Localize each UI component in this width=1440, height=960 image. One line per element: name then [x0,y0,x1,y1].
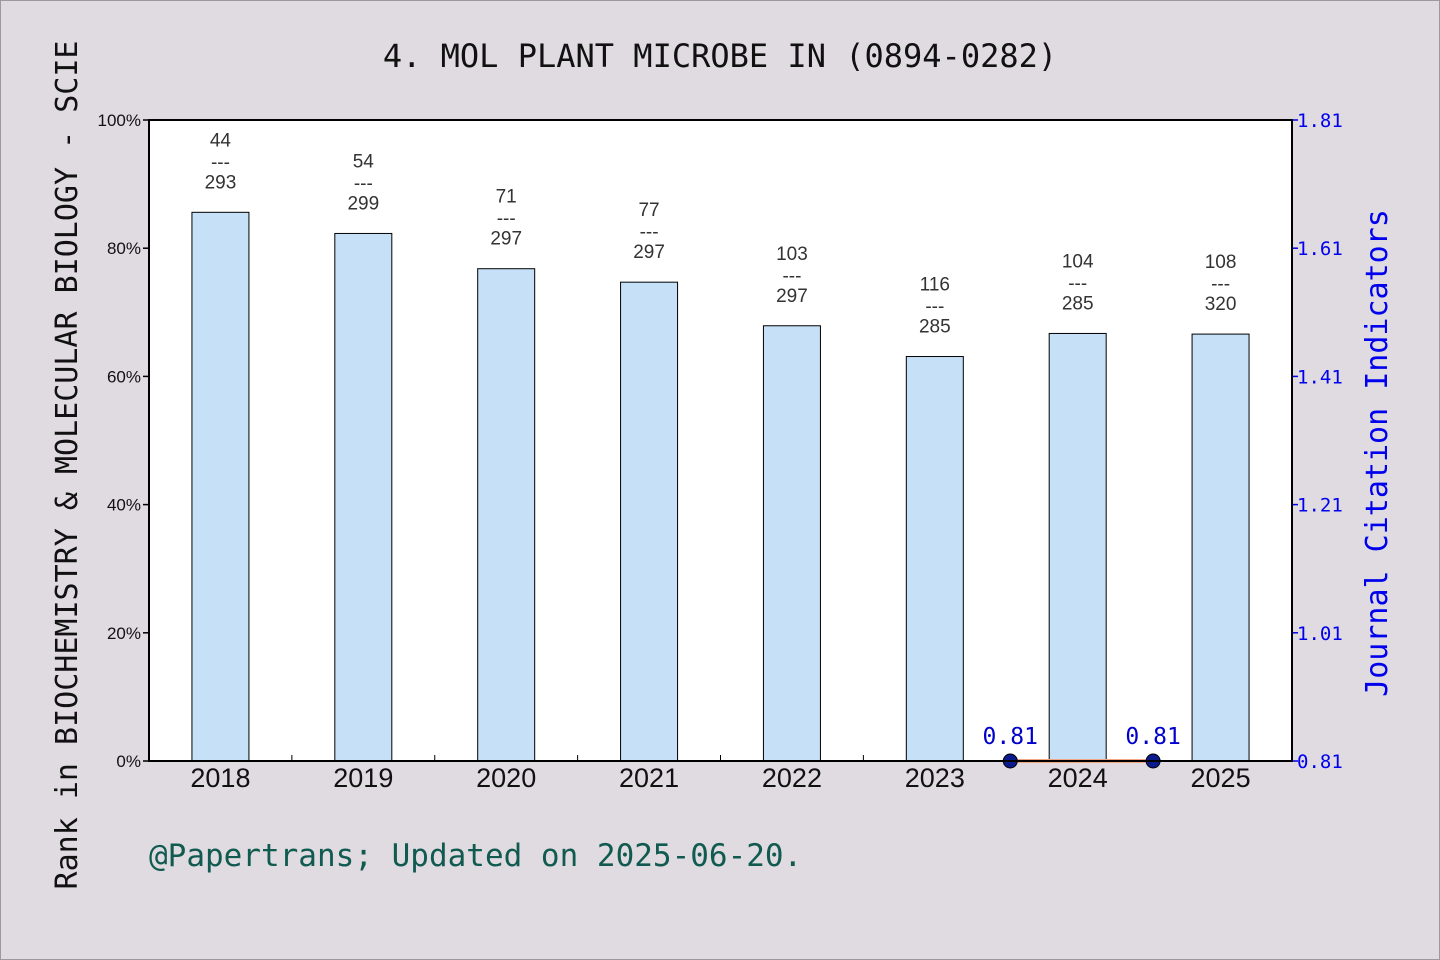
bar-2020 [477,268,536,762]
rank-label: 108 [1205,252,1237,273]
total-label: 285 [1062,293,1094,314]
bar-2023 [905,356,964,762]
jci-value-label: 0.81 [1125,724,1180,750]
rank-separator: --- [354,173,373,194]
x-tick-label: 2024 [1048,763,1108,793]
bars [191,211,1250,762]
rank-label: 71 [496,187,517,208]
total-label: 293 [205,172,237,193]
left-tick-label: 0% [116,752,141,771]
total-label: 297 [490,229,522,250]
x-tick-label: 2018 [190,763,250,793]
right-tick-label: 1.81 [1297,110,1343,132]
total-label: 299 [347,193,379,214]
x-tick-label: 2022 [762,763,822,793]
x-tick-label: 2020 [476,763,536,793]
rank-separator: --- [925,297,944,318]
rank-separator: --- [640,222,659,243]
right-tick-label: 1.21 [1297,495,1343,517]
rank-separator: --- [1211,274,1230,295]
right-axis: 0.81 1.01 1.21 1.41 1.61 1.81 [1292,110,1343,773]
bar-2024 [1048,332,1107,762]
bar-2021 [620,281,679,762]
jci-value-label: 0.81 [983,724,1038,750]
rank-separator: --- [497,209,516,230]
rank-label: 44 [210,130,232,151]
rank-separator: --- [211,152,230,173]
left-tick-label: 20% [107,624,141,643]
x-axis: 2018 2019 2020 2021 2022 2023 2024 2025 [190,755,1251,793]
left-tick-label: 80% [107,239,141,258]
x-tick-label: 2019 [333,763,393,793]
x-tick-label: 2025 [1191,763,1251,793]
rank-label: 104 [1062,251,1094,272]
plot-area [149,120,1292,761]
total-label: 297 [633,242,665,263]
bar-2025 [1191,333,1250,762]
bar-2018 [191,211,250,762]
plot-border [148,119,1293,762]
total-label: 320 [1205,294,1237,315]
left-tick-label: 60% [107,367,141,386]
left-tick-label: 100% [98,111,141,130]
x-tick-label: 2023 [905,763,965,793]
rank-label: 54 [353,151,375,172]
rank-separator: --- [1068,273,1087,294]
right-tick-label: 1.01 [1297,623,1343,645]
rank-separator: --- [782,266,801,287]
left-tick-label: 40% [107,496,141,515]
right-tick-label: 0.81 [1297,751,1343,773]
chart-title: 4. MOL PLANT MICROBE IN (0894-0282) [383,37,1057,75]
rank-label: 116 [920,275,950,296]
total-label: 285 [919,317,951,338]
right-tick-label: 1.41 [1297,366,1343,388]
right-tick-label: 1.61 [1297,238,1343,260]
x-tick-label: 2021 [619,763,679,793]
bar-2022 [762,325,821,762]
rank-label: 103 [776,244,808,265]
total-label: 297 [776,286,808,307]
bar-2019 [334,232,393,762]
footer-note: @Papertrans; Updated on 2025-06-20. [149,838,802,874]
left-axis-label: Rank in BIOCHEMISTRY & MOLECULAR BIOLOGY… [50,41,85,890]
rank-label: 77 [638,200,659,221]
right-axis-label: Journal Citation Indicators [1360,209,1395,697]
left-axis: 0% 20% 40% 60% 80% 100% [98,111,149,771]
